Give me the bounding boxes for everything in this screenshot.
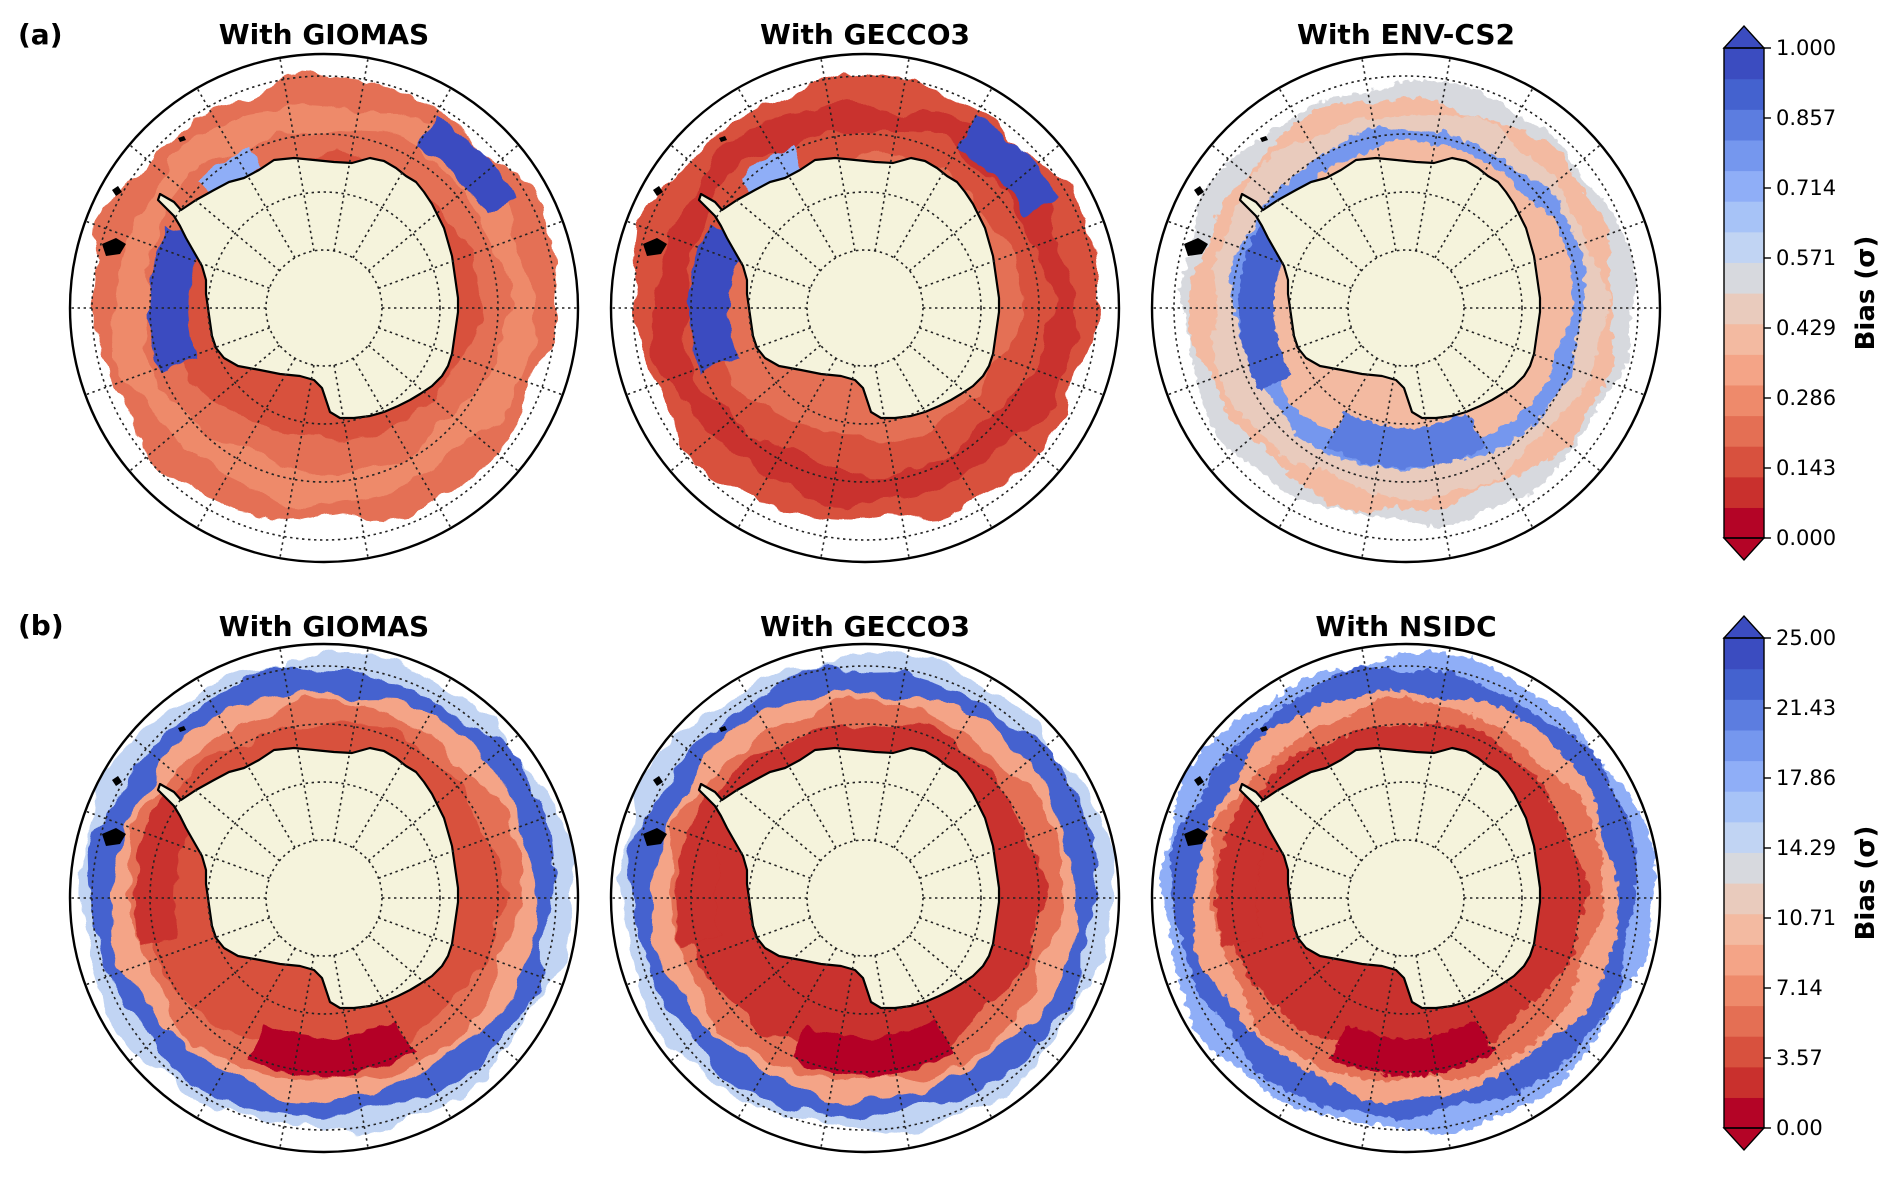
colorbar-swatch	[1724, 507, 1764, 539]
colorbar-tick-label: 0.429	[1776, 316, 1836, 340]
colorbar-tick-label: 3.57	[1776, 1046, 1823, 1070]
colorbar-tick-label: 0.857	[1776, 106, 1836, 130]
polar-map-a-1	[68, 52, 580, 564]
polar-map-a-2	[609, 52, 1121, 564]
colorbar-extend-max	[1722, 24, 1766, 49]
colorbar-swatch	[1724, 1066, 1764, 1098]
colorbar-tick-label: 0.571	[1776, 246, 1836, 270]
polar-map-b-3	[1150, 642, 1662, 1154]
map-title-b-1: With GIOMAS	[219, 610, 429, 643]
colorbar-swatch	[1724, 139, 1764, 172]
colorbar-swatch	[1724, 974, 1764, 1007]
colorbar-swatch	[1724, 638, 1764, 670]
map-title-b-2: With GECCO3	[760, 610, 970, 643]
colorbar-swatch	[1724, 446, 1764, 478]
colorbar-swatch	[1724, 48, 1764, 80]
colorbar-tick-label: 14.29	[1776, 836, 1836, 860]
colorbar-swatch	[1724, 913, 1764, 945]
colorbar-swatch	[1724, 109, 1764, 141]
colorbar-swatch	[1724, 170, 1764, 202]
map-title-b-3: With NSIDC	[1315, 610, 1496, 643]
colorbar-swatch	[1724, 699, 1764, 731]
map-title-a-2: With GECCO3	[760, 18, 970, 51]
colorbar-tick-label: 1.000	[1776, 36, 1836, 60]
panel-label-a: (a)	[18, 18, 63, 51]
colorbar-extend-min	[1722, 537, 1766, 562]
colorbar-swatch	[1724, 231, 1764, 263]
colorbar-swatch	[1724, 791, 1764, 823]
colorbar-extend-min	[1722, 1127, 1766, 1152]
colorbar-swatch	[1724, 293, 1764, 325]
colorbar-swatch	[1724, 415, 1764, 447]
colorbar-swatch	[1724, 821, 1764, 853]
panel-label-b: (b)	[18, 609, 64, 642]
colorbar-swatch	[1724, 354, 1764, 386]
colorbar-swatch	[1724, 944, 1764, 976]
colorbar-swatch	[1724, 1036, 1764, 1068]
colorbar-b: 25.00 21.43 17.86 14.29 10.71 7.14 3.57 0.00	[1722, 614, 1836, 1152]
colorbar-tick-label: 7.14	[1776, 976, 1823, 1000]
polar-map-b-1	[68, 642, 580, 1154]
colorbar-swatch	[1724, 323, 1764, 355]
colorbar-label-b: Bias (σ)	[1851, 826, 1881, 941]
colorbar-swatch	[1724, 1097, 1764, 1129]
colorbar-swatch	[1724, 1005, 1764, 1037]
colorbar-tick-label: 21.43	[1776, 696, 1836, 720]
colorbar-swatch	[1724, 476, 1764, 508]
map-title-a-1: With GIOMAS	[219, 18, 429, 51]
colorbar-swatch	[1724, 760, 1764, 792]
colorbar-tick-label: 10.71	[1776, 906, 1836, 930]
colorbar-tick-label: 0.286	[1776, 386, 1836, 410]
colorbar-swatch	[1724, 201, 1764, 233]
colorbar-swatch	[1724, 883, 1764, 915]
colorbar-swatch	[1724, 729, 1764, 762]
colorbar-tick-label: 0.143	[1776, 456, 1836, 480]
colorbar-tick-label: 25.00	[1776, 626, 1836, 650]
colorbar-label-a: Bias (σ)	[1851, 236, 1881, 351]
colorbar-a: 1.000 0.857 0.714 0.571 0.429 0.286 0.143 0.000	[1722, 24, 1836, 562]
polar-map-b-2	[609, 642, 1121, 1154]
colorbar-swatch	[1724, 852, 1764, 884]
colorbar-tick-label: 17.86	[1776, 766, 1836, 790]
colorbar-tick-label: 0.714	[1776, 176, 1836, 200]
colorbar-swatch	[1724, 262, 1764, 294]
colorbar-tick-label: 0.000	[1776, 526, 1836, 550]
map-title-a-3: With ENV-CS2	[1297, 18, 1515, 51]
colorbar-swatch	[1724, 384, 1764, 417]
colorbar-tick-label: 0.00	[1776, 1116, 1823, 1140]
colorbar-swatch	[1724, 668, 1764, 700]
colorbar-swatch	[1724, 78, 1764, 110]
colorbar-extend-max	[1722, 614, 1766, 639]
polar-map-a-3	[1150, 52, 1662, 564]
